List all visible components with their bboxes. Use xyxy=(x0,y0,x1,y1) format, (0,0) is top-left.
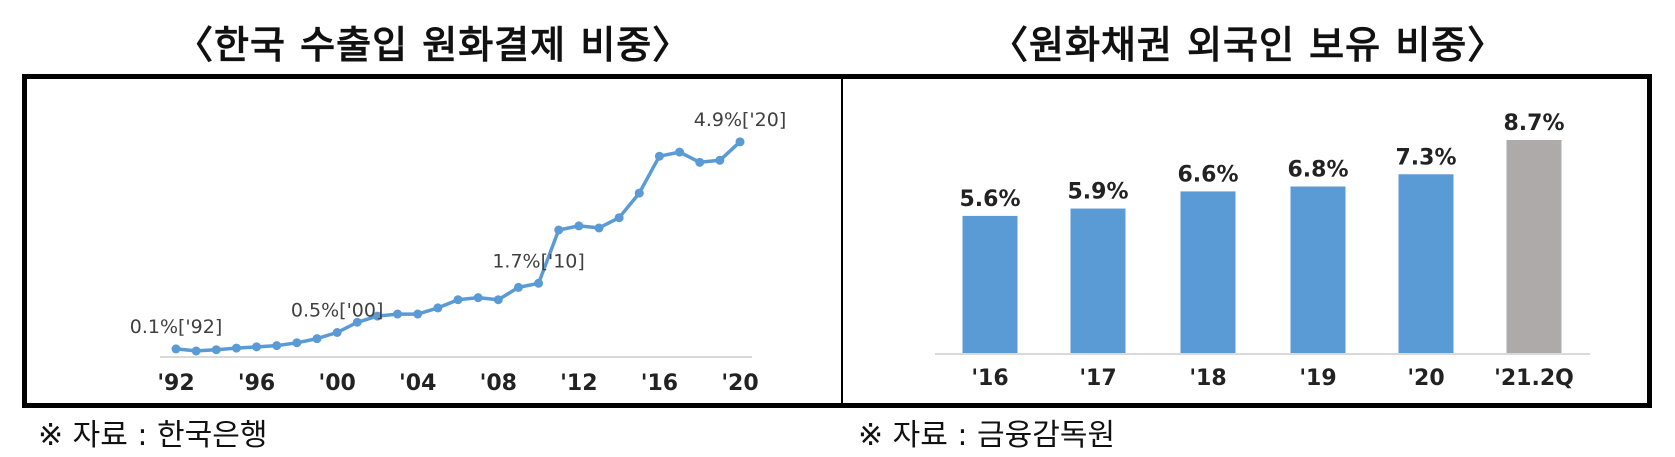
x-tick-label: '16 xyxy=(641,371,678,396)
charts-frame xyxy=(22,74,1652,408)
data-annotation: 0.1%['92] xyxy=(130,316,223,338)
line-point xyxy=(292,338,302,348)
bar xyxy=(1070,208,1126,353)
x-tick-label: '96 xyxy=(238,371,275,396)
line-point xyxy=(614,213,624,223)
x-tick-label: '92 xyxy=(157,371,194,396)
line-point xyxy=(654,151,664,161)
line-point xyxy=(473,293,483,303)
category-label: '17 xyxy=(1079,366,1116,391)
line-point xyxy=(252,342,262,352)
x-tick-label: '12 xyxy=(560,371,597,396)
panel-divider xyxy=(841,74,843,408)
line-point xyxy=(574,221,584,231)
category-label: '20 xyxy=(1407,366,1444,391)
line-point xyxy=(534,278,544,288)
line-point xyxy=(695,157,705,167)
line-point xyxy=(594,223,604,233)
line-point xyxy=(393,309,403,319)
line-point xyxy=(191,346,201,356)
bar-value-label: 7.3% xyxy=(1395,145,1456,170)
bar-value-label: 5.9% xyxy=(1067,180,1128,205)
bar xyxy=(1290,186,1346,353)
data-annotation: 4.9%['20] xyxy=(694,109,787,131)
category-label: '21.2Q xyxy=(1494,366,1574,391)
line-point xyxy=(272,341,282,351)
category-label: '18 xyxy=(1189,366,1226,391)
right-chart-title: 〈원화채권 외국인 보유 비중〉 xyxy=(990,23,1507,67)
right-source-note: ※ 자료 : 금융감독원 xyxy=(858,418,1116,453)
category-label: '19 xyxy=(1299,366,1336,391)
bar-value-label: 8.7% xyxy=(1503,111,1564,136)
line-point xyxy=(715,155,725,165)
bar xyxy=(1506,140,1562,353)
data-annotation: 0.5%['00] xyxy=(291,300,384,322)
line-point xyxy=(211,345,221,355)
x-tick-label: '00 xyxy=(318,371,355,396)
line-point xyxy=(453,295,463,305)
line-point xyxy=(493,295,503,305)
bar-value-label: 5.6% xyxy=(959,187,1020,212)
line-point xyxy=(352,317,362,327)
bar xyxy=(1180,191,1236,353)
line-point xyxy=(231,343,241,353)
line-point xyxy=(634,188,644,198)
x-tick-label: '08 xyxy=(480,371,517,396)
x-tick-label: '04 xyxy=(399,371,436,396)
bar xyxy=(962,215,1018,353)
x-tick-label: '20 xyxy=(721,371,758,396)
category-label: '16 xyxy=(971,366,1008,391)
line-point xyxy=(735,137,745,147)
line-point xyxy=(312,334,322,344)
line-point xyxy=(433,303,443,313)
left-source-note: ※ 자료 : 한국은행 xyxy=(38,418,268,453)
line-point xyxy=(332,328,342,337)
bar-value-label: 6.6% xyxy=(1177,162,1238,187)
line-point xyxy=(675,147,685,157)
line-point xyxy=(413,309,423,319)
line-point xyxy=(513,282,523,292)
line-point xyxy=(554,225,564,235)
line-point xyxy=(372,311,382,321)
bar xyxy=(1398,174,1454,353)
data-annotation: 1.7%['10] xyxy=(492,250,585,272)
bar-value-label: 6.8% xyxy=(1287,158,1348,183)
line-point xyxy=(171,344,181,354)
left-chart-title: 〈한국 수출입 원화결제 비중〉 xyxy=(175,23,692,67)
